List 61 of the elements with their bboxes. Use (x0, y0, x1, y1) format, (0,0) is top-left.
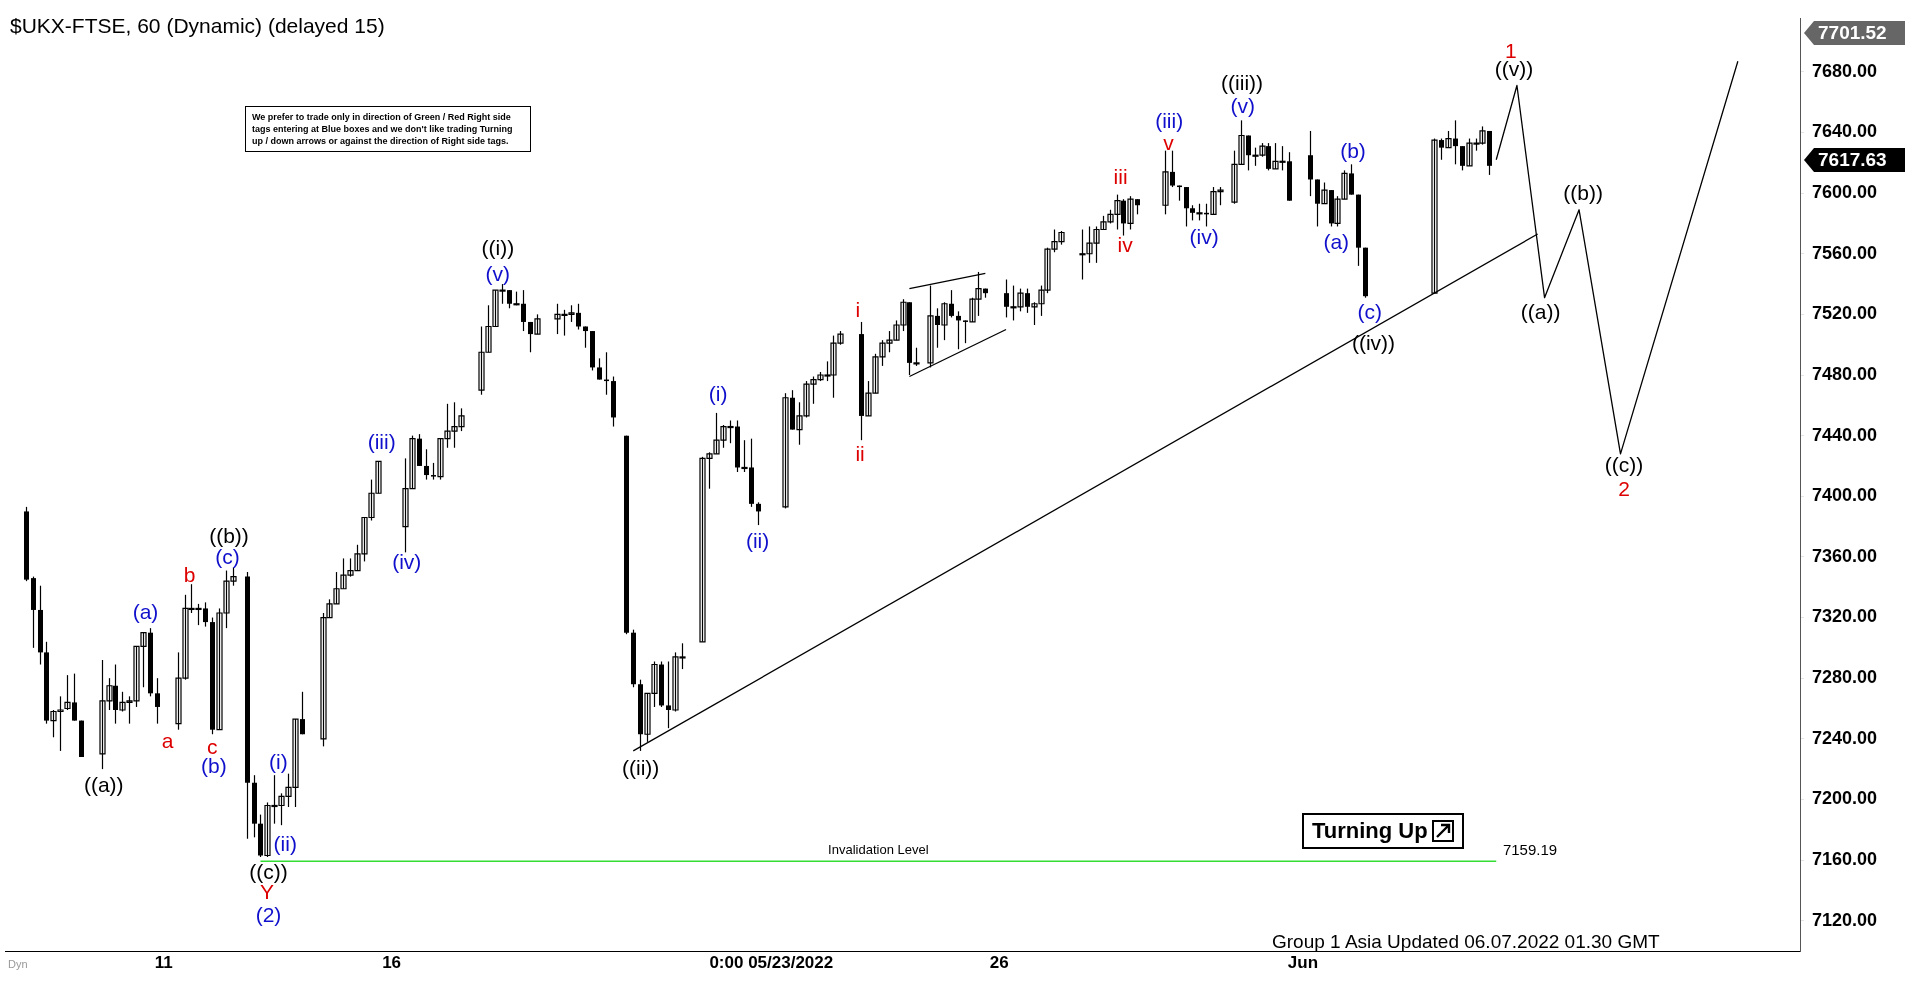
y-tick-label: 7320.00 (1812, 606, 1878, 627)
text: 7617.63 (1818, 149, 1887, 171)
y-tick-label: 7440.00 (1812, 424, 1878, 445)
annotation: ((iv)) (1351, 331, 1396, 355)
y-tick-label: 7520.00 (1812, 303, 1878, 324)
text: 7701.52 (1818, 22, 1887, 44)
annotation: (v) (485, 261, 511, 285)
x-tick-label: 26 (989, 952, 1009, 972)
annotation: We prefer to trade only in direction of Green / Red Right side tags entering at Blue boxes and we don't like trading Turning up / down arrows or against the direction of Right side tags. (245, 106, 531, 153)
y-tick-label: 7600.00 (1812, 182, 1878, 203)
y-tick-label: 7400.00 (1812, 485, 1878, 506)
annotation: (ii) (273, 831, 297, 855)
annotation: (ii) (745, 528, 770, 552)
chart-title: $UKX-FTSE, 60 (Dynamic) (delayed 15) (10, 14, 385, 38)
annotation: (i) (708, 381, 728, 405)
y-tick-label: 7640.00 (1812, 121, 1878, 142)
x-tick-label: Jun (1287, 952, 1319, 972)
annotation: ((b)) (209, 523, 249, 547)
y-tick-label: 7480.00 (1812, 363, 1878, 384)
annotation: ((i)) (481, 235, 515, 259)
y-tick-label: 7240.00 (1812, 727, 1878, 748)
annotation: (v) (1230, 93, 1256, 117)
text: Dyn (8, 958, 28, 970)
x-tick-label: 11 (154, 952, 173, 972)
y-tick-label: 7680.00 (1812, 60, 1878, 81)
annotation: (iii) (1155, 108, 1184, 132)
y-tick-label: 7280.00 (1812, 667, 1878, 688)
annotation: ((ii)) (621, 755, 660, 779)
annotation: (a) (1323, 229, 1350, 253)
annotation: ii (855, 442, 865, 466)
y-tick-label: 7560.00 (1812, 242, 1878, 263)
annotation: iv (1117, 232, 1134, 256)
annotation: Group 1 Asia Updated 06.07.2022 01.30 GMT (1272, 931, 1660, 953)
series-label: Invalidation Level (828, 842, 929, 858)
x-tick-label: 16 (382, 952, 402, 972)
annotation: ((b)) (1563, 181, 1603, 205)
annotation: ((a)) (1520, 299, 1561, 323)
annotation: (i) (269, 749, 288, 773)
annotation: (iii) (367, 430, 396, 454)
annotation: (2) (255, 902, 282, 926)
y-tick-label: 7160.00 (1812, 849, 1878, 870)
y-tick-label: 7120.00 (1812, 909, 1878, 930)
annotation: (iv) (392, 549, 422, 573)
annotation: (a) (132, 599, 159, 623)
annotation: (c) (1357, 299, 1382, 323)
x-tick-label: 0:00 05/23/2022 (709, 952, 834, 972)
annotation: ((a)) (83, 772, 124, 796)
y-tick-label: 7360.00 (1812, 545, 1878, 566)
annotation: v (1163, 131, 1175, 155)
annotation: ((iii)) (1221, 70, 1264, 94)
annotation: 7159.19 (1502, 841, 1558, 859)
annotation: iii (1113, 164, 1128, 188)
annotation: (iv) (1189, 225, 1219, 249)
annotation: a (161, 728, 174, 752)
annotation: (b) (1340, 138, 1366, 162)
annotation: b (183, 563, 196, 587)
y-tick-label: 7200.00 (1812, 788, 1878, 809)
annotation: Turning Up (1312, 818, 1428, 844)
annotation: 2 (1618, 477, 1630, 500)
annotation: ((c)) (1604, 452, 1644, 476)
annotation: i (855, 298, 861, 322)
